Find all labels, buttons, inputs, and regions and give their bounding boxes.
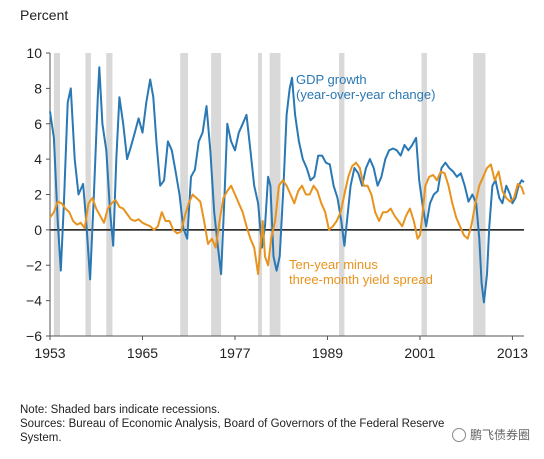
y-tick-label: 4: [34, 151, 42, 167]
gdp-label-line2: (year-over-year change): [296, 87, 436, 102]
y-axis-label: Percent: [20, 7, 68, 23]
note-line: Note: Shaded bars indicate recessions.: [20, 404, 221, 416]
y-tick-label: −4: [26, 293, 42, 309]
series-lines: [49, 66, 525, 304]
recession-bar: [85, 53, 91, 336]
watermark: 鹏飞债券圈: [451, 426, 530, 443]
sources-line-2: System.: [20, 432, 62, 444]
chart: −6 −4 −2 0 2 4 6 8 10 1953 1965 1977 1989 2001 2013 Pe…: [20, 7, 528, 361]
yield-spread-line: [49, 161, 525, 276]
y-tick-label: 6: [34, 116, 42, 132]
spread-label-line1: Ten-year minus: [289, 257, 378, 272]
gdp-growth-line: [49, 66, 525, 304]
y-tick-label: −2: [26, 257, 42, 273]
y-tick-label: −6: [26, 328, 42, 344]
recession-bar: [473, 53, 486, 336]
x-tick-label: 1965: [127, 345, 158, 361]
x-tick-label: 1953: [34, 345, 65, 361]
x-tick-label: 2013: [497, 345, 528, 361]
x-tick-label: 2001: [404, 345, 435, 361]
axes: −6 −4 −2 0 2 4 6 8 10 1953 1965 1977 1989 2001 2013: [26, 45, 528, 361]
spread-label-line2: three-month yield spread: [289, 272, 433, 287]
recession-bar: [180, 53, 188, 336]
y-tick-label: 0: [34, 222, 42, 238]
recession-bar: [258, 53, 262, 336]
y-tick-label: 10: [26, 45, 42, 61]
gdp-label-line1: GDP growth: [296, 72, 367, 87]
y-tick-label: 2: [34, 187, 42, 203]
x-tick-label: 1989: [312, 345, 343, 361]
spread-label: Ten-year minus three-month yield spread: [289, 257, 433, 287]
sources-line: Sources: Bureau of Economic Analysis, Bo…: [20, 418, 445, 430]
recession-bar: [339, 53, 345, 336]
recession-bar: [211, 53, 222, 336]
watermark-text: 鹏飞债券圈: [469, 428, 530, 442]
gdp-label: GDP growth (year-over-year change): [296, 72, 435, 102]
wechat-icon: [451, 427, 466, 442]
x-tick-label: 1977: [219, 345, 250, 361]
recession-bar: [269, 53, 281, 336]
y-tick-label: 8: [34, 80, 42, 96]
